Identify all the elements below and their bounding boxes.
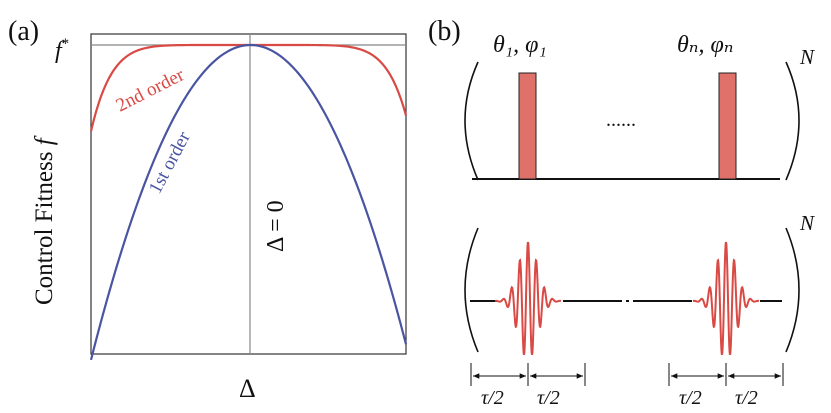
- pulse-1-label: θ₁, φ₁: [493, 32, 547, 58]
- delta-zero-label: Δ = 0: [263, 200, 289, 252]
- panel-b-label: (b): [428, 16, 461, 47]
- wave-packet-n: [692, 241, 760, 356]
- wave-packet-1: [494, 241, 562, 356]
- top-right-paren: [785, 61, 800, 181]
- f-star-label: f*: [55, 36, 69, 64]
- panel-a-label: (a): [8, 16, 39, 47]
- bottom-right-paren: [785, 227, 800, 353]
- curve-1st-order: [89, 43, 408, 361]
- tau-label-1: τ/2: [481, 387, 504, 409]
- bottom-left-paren: [464, 227, 479, 353]
- tau-label-4: τ/2: [735, 387, 758, 409]
- panel-b: (b) θ₁, φ₁ θₙ, φₙ N ...... N: [428, 16, 815, 409]
- bottom-repeat-n: N: [799, 211, 815, 235]
- tau-label-3: τ/2: [679, 387, 702, 409]
- panel-a: (a) f* 2nd order 1st order Δ = 0 Control…: [8, 16, 408, 403]
- tau-label-2: τ/2: [537, 387, 560, 409]
- pulse-n-label: θₙ, φₙ: [677, 32, 734, 58]
- y-axis-label: Control Fitness f: [31, 135, 58, 305]
- curve-2nd-order-label: 2nd order: [113, 64, 188, 116]
- top-sequence: θ₁, φ₁ θₙ, φₙ N ......: [464, 32, 815, 181]
- bottom-sequence: N: [464, 211, 815, 356]
- timing-markers: τ/2 τ/2 τ/2 τ/2: [470, 363, 784, 409]
- top-repeat-n: N: [799, 45, 815, 69]
- top-dots: ......: [606, 109, 636, 131]
- x-axis-label: Δ: [239, 374, 256, 403]
- plot-frame: [90, 33, 407, 355]
- pulse-1-rect: [518, 72, 537, 180]
- top-left-paren: [464, 61, 479, 181]
- pulse-n-rect: [718, 72, 737, 180]
